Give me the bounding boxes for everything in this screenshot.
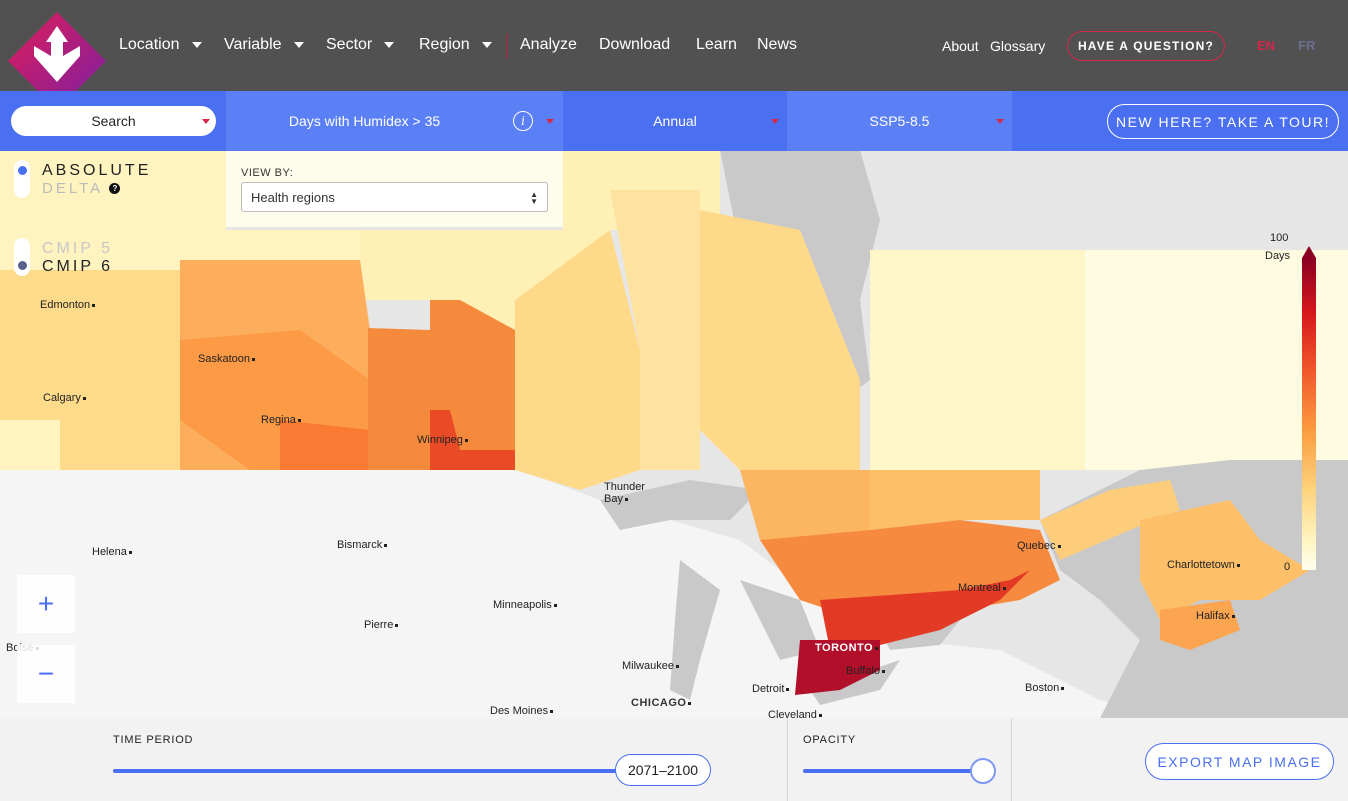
city-label-charlottetown: Charlottetown xyxy=(1167,559,1240,571)
chevron-down-icon xyxy=(481,42,492,48)
frequency-select[interactable]: Annual xyxy=(563,91,787,151)
city-label-pierre: Pierre xyxy=(364,619,398,631)
city-label-des-moines: Des Moines xyxy=(490,705,553,717)
chevron-down-icon xyxy=(293,42,304,48)
legend-min: 0 xyxy=(1284,561,1291,573)
toggle-knob xyxy=(17,261,27,270)
nav-learn[interactable]: Learn xyxy=(696,36,737,53)
bottom-control-bar: TIME PERIOD 2071–2100 OPACITY EXPORT MAP… xyxy=(0,718,1348,801)
city-label-bismarck: Bismarck xyxy=(337,539,387,551)
absolute-delta-toggle[interactable] xyxy=(14,160,30,198)
city-label-quebec: Quebec xyxy=(1017,540,1061,552)
nav-variable-label: Variable xyxy=(224,36,282,53)
cmip6-label[interactable]: CMIP 6 xyxy=(42,258,114,275)
cmip-toggle[interactable] xyxy=(14,238,30,276)
city-label-milwaukee: Milwaukee xyxy=(622,660,679,672)
nav-analyze[interactable]: Analyze xyxy=(520,36,577,53)
opacity-label: OPACITY xyxy=(803,734,857,746)
legend-max: 100 xyxy=(1270,232,1289,244)
absolute-label[interactable]: ABSOLUTE xyxy=(42,162,152,179)
city-label-boston: Boston xyxy=(1025,682,1064,694)
chevron-down-icon xyxy=(202,119,210,124)
city-label-detroit: Detroit xyxy=(752,683,789,695)
view-by-panel: VIEW BY: Health regions ▲ ▼ xyxy=(226,151,563,227)
city-label-helena: Helena xyxy=(92,546,132,558)
have-a-question-button[interactable]: HAVE A QUESTION? xyxy=(1067,31,1225,61)
divider xyxy=(787,718,788,801)
help-icon[interactable]: ? xyxy=(109,183,121,194)
city-label-winnipeg: Winnipeg xyxy=(417,434,468,446)
city-label-edmonton: Edmonton xyxy=(40,299,95,311)
view-by-label: VIEW BY: xyxy=(241,167,294,179)
select-arrows-icon: ▲ ▼ xyxy=(530,190,538,206)
scenario-select[interactable]: SSP5-8.5 xyxy=(787,91,1012,151)
time-period-label: TIME PERIOD xyxy=(113,734,194,746)
nav-sector[interactable]: Sector xyxy=(326,36,395,54)
search-input[interactable]: Search xyxy=(11,106,216,136)
about-link[interactable]: About xyxy=(942,38,979,54)
legend-color-scale xyxy=(1302,258,1316,570)
nav-sector-label: Sector xyxy=(326,36,373,53)
variable-select[interactable]: Days with Humidex > 35 xyxy=(226,91,563,151)
chevron-down-icon xyxy=(191,42,202,48)
city-label-saskatoon: Saskatoon xyxy=(198,353,255,365)
zoom-in-button[interactable]: + xyxy=(17,575,75,633)
search-label: Search xyxy=(91,113,136,129)
divider xyxy=(1011,718,1012,801)
city-label-halifax: Halifax xyxy=(1196,610,1235,622)
nav-news[interactable]: News xyxy=(757,36,798,53)
take-a-tour-button[interactable]: NEW HERE? TAKE A TOUR! xyxy=(1107,104,1339,139)
city-label-regina: Regina xyxy=(261,414,301,426)
glossary-link[interactable]: Glossary xyxy=(990,38,1046,54)
nav-divider xyxy=(506,33,507,59)
time-period-handle[interactable]: 2071–2100 xyxy=(615,754,711,786)
view-by-select[interactable]: Health regions ▲ ▼ xyxy=(241,182,548,212)
cmip5-label[interactable]: CMIP 5 xyxy=(42,240,114,257)
view-by-value: Health regions xyxy=(251,189,335,205)
lang-fr-link[interactable]: FR xyxy=(1298,38,1316,53)
legend-unit: Days xyxy=(1265,250,1291,262)
city-label-buffalo: Buffalo xyxy=(846,665,885,677)
chevron-down-icon xyxy=(384,42,395,48)
control-bar: Search Days with Humidex > 35 i Annual S… xyxy=(0,91,1348,151)
city-label-thunder-bay: Thunder Bay xyxy=(604,481,654,505)
toggle-knob xyxy=(17,166,27,175)
nav-location[interactable]: Location xyxy=(119,36,202,54)
nav-location-label: Location xyxy=(119,36,180,53)
lang-en-link[interactable]: EN xyxy=(1257,38,1276,53)
city-label-minneapolis: Minneapolis xyxy=(493,599,557,611)
nav-region[interactable]: Region xyxy=(419,36,492,54)
zoom-out-button[interactable]: − xyxy=(17,645,75,703)
frequency-label: Annual xyxy=(653,113,697,129)
nav-region-label: Region xyxy=(419,36,470,53)
export-map-image-button[interactable]: EXPORT MAP IMAGE xyxy=(1145,743,1334,780)
scenario-label: SSP5-8.5 xyxy=(869,113,930,129)
chevron-down-icon xyxy=(546,119,554,124)
nav-variable[interactable]: Variable xyxy=(224,36,304,54)
opacity-handle[interactable] xyxy=(970,758,996,784)
logo-icon[interactable] xyxy=(8,12,106,110)
chevron-down-icon xyxy=(771,119,779,124)
city-label-toronto: TORONTO xyxy=(815,642,878,654)
delta-label[interactable]: DELTA ? xyxy=(42,180,121,197)
legend-arrow-icon xyxy=(1302,246,1316,258)
time-period-slider[interactable] xyxy=(113,769,623,773)
city-label-montreal: Montreal xyxy=(958,582,1006,594)
nav-download[interactable]: Download xyxy=(599,36,671,53)
top-navigation: Location Variable Sector Region Analyze … xyxy=(0,0,1348,110)
chevron-down-icon xyxy=(996,119,1004,124)
info-icon[interactable]: i xyxy=(513,111,533,131)
variable-label: Days with Humidex > 35 xyxy=(288,113,441,129)
city-label-calgary: Calgary xyxy=(43,392,86,404)
delta-label-text: DELTA xyxy=(42,180,103,197)
opacity-slider[interactable] xyxy=(803,769,978,773)
city-label-chicago: CHICAGO xyxy=(631,697,691,709)
